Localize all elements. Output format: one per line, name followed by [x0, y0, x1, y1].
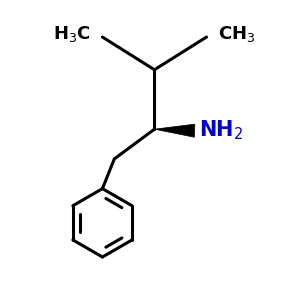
Text: CH$_3$: CH$_3$: [218, 24, 256, 44]
Polygon shape: [154, 124, 195, 137]
Text: NH$_2$: NH$_2$: [199, 119, 244, 142]
Text: H$_3$C: H$_3$C: [53, 24, 91, 44]
